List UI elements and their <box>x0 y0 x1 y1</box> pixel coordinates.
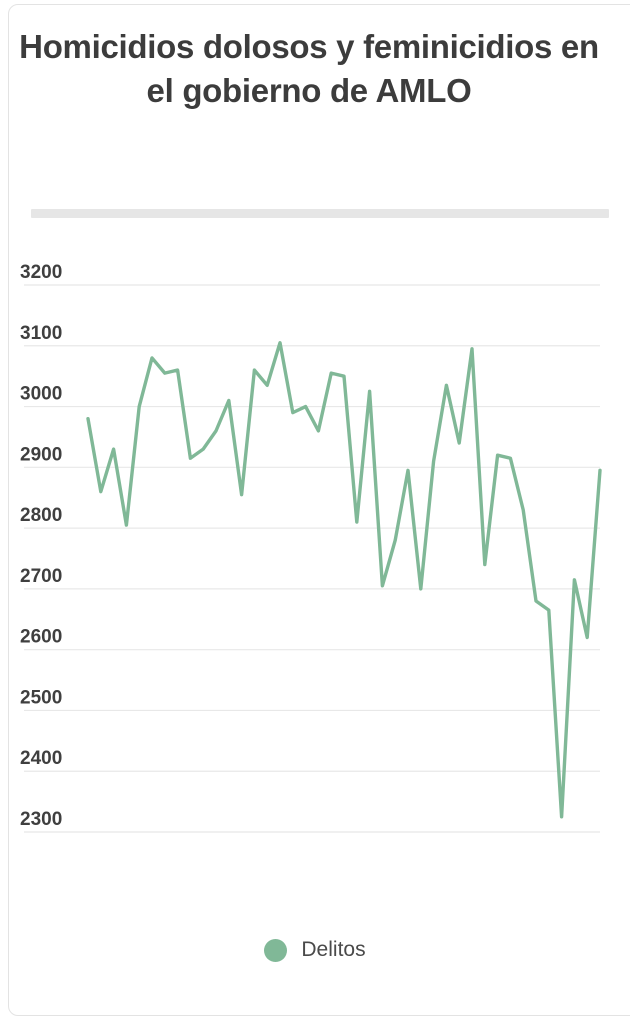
x-axis-tick-label: may-22 <box>532 847 590 850</box>
x-axis-tick-label: ago-20 <box>266 847 321 850</box>
y-axis-tick-label: 3100 <box>20 323 62 344</box>
y-axis-tick-label: 2800 <box>20 505 62 526</box>
legend-item-label: Delitos <box>301 938 366 961</box>
chart-plot-area: 3200 3100 3000 2900 2800 2700 2600 2500 2400 2300… <box>0 250 630 850</box>
y-axis-tick-label: 3000 <box>20 384 62 405</box>
y-axis-tick-label: 3200 <box>20 262 62 283</box>
page-title: Homicidios dolosos y feminicidios en el … <box>19 28 599 109</box>
x-axis-tick-label: nov-19 <box>151 847 206 850</box>
x-axis-tick-label: nov-21 <box>458 847 513 850</box>
line-chart: 3200 3100 3000 2900 2800 2700 2600 2500 2400 2300… <box>20 262 602 850</box>
x-axis-tick-label: feb-21 <box>346 847 398 850</box>
y-axis-tick-label: 2400 <box>20 748 62 769</box>
y-axis-tick-label: 2700 <box>20 566 62 587</box>
chart-card: Homicidios dolosos y feminicidios en el … <box>8 4 630 1016</box>
x-axis-tick-label: may-21 <box>378 847 436 850</box>
title-divider <box>31 209 609 218</box>
y-axis-tick-label: 2500 <box>20 687 62 708</box>
series-line-delitos <box>86 341 602 819</box>
y-axis-tick-label: 2300 <box>20 809 62 830</box>
x-axis-tick-label: feb-20 <box>193 847 245 850</box>
x-axis-tick-label: feb-22 <box>500 847 552 850</box>
chart-legend: Delitos <box>0 938 630 962</box>
y-axis-tick-label: 2900 <box>20 444 62 465</box>
x-axis-tick-label: ago-21 <box>420 847 475 850</box>
circle-marker-icon <box>264 938 288 962</box>
x-axis-tick-label: may-19 <box>71 847 129 850</box>
y-axis-tick-label: 2600 <box>20 627 62 648</box>
x-axis-tick-label: feb-19 <box>39 847 91 850</box>
x-axis-tick-label: ago-19 <box>112 847 167 850</box>
x-axis-tick-label: nov-20 <box>304 847 359 850</box>
x-axis-tick-label: may-20 <box>225 847 283 850</box>
